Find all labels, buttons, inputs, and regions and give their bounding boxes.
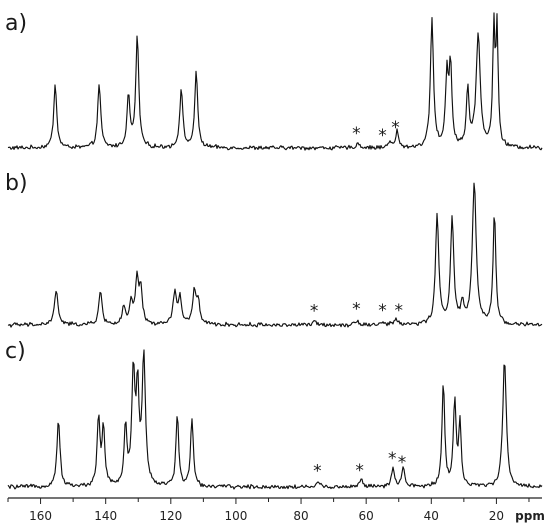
spectrum-trace	[7, 12, 543, 151]
sideband-asterisk: *	[313, 462, 322, 482]
x-tick-label: 20	[489, 509, 504, 523]
spectra-panels: a)* * *b)* * * *c)* ** *	[5, 11, 543, 490]
spectrum-panel-b: b) * * * *	[5, 171, 543, 328]
sideband-asterisk: *	[391, 118, 400, 138]
x-tick-label: 100	[224, 509, 247, 523]
sideband-asterisk: *	[352, 300, 361, 320]
x-tick-label: 120	[159, 509, 182, 523]
x-tick-label: 80	[293, 509, 308, 523]
sideband-asterisk: *	[310, 301, 319, 321]
x-tick-label: 40	[424, 509, 439, 523]
sideband-asterisk: *	[394, 301, 403, 321]
x-axis-unit-label: ppm	[515, 509, 545, 523]
x-tick-label: 140	[94, 509, 117, 523]
panel-label: b)	[5, 171, 28, 196]
panel-label: a)	[5, 11, 27, 36]
sideband-asterisk: *	[378, 301, 387, 321]
x-tick-label: 160	[29, 509, 52, 523]
x-axis: ppm 160 140 120 100 80 60 40 20	[7, 497, 545, 523]
spectrum-panel-a: a)* * *	[5, 11, 543, 151]
spectrum-panel-c: c)* ** *	[5, 339, 543, 490]
sideband-asterisk: *	[388, 449, 397, 469]
sideband-asterisk: *	[352, 124, 361, 144]
spectrum-trace	[7, 349, 543, 490]
sideband-asterisk: *	[355, 461, 364, 481]
sideband-asterisk: *	[398, 453, 407, 473]
panel-label: c)	[5, 339, 26, 364]
sideband-asterisk: *	[378, 126, 387, 146]
x-tick-label: 60	[359, 509, 374, 523]
spectrum-trace	[7, 182, 543, 328]
